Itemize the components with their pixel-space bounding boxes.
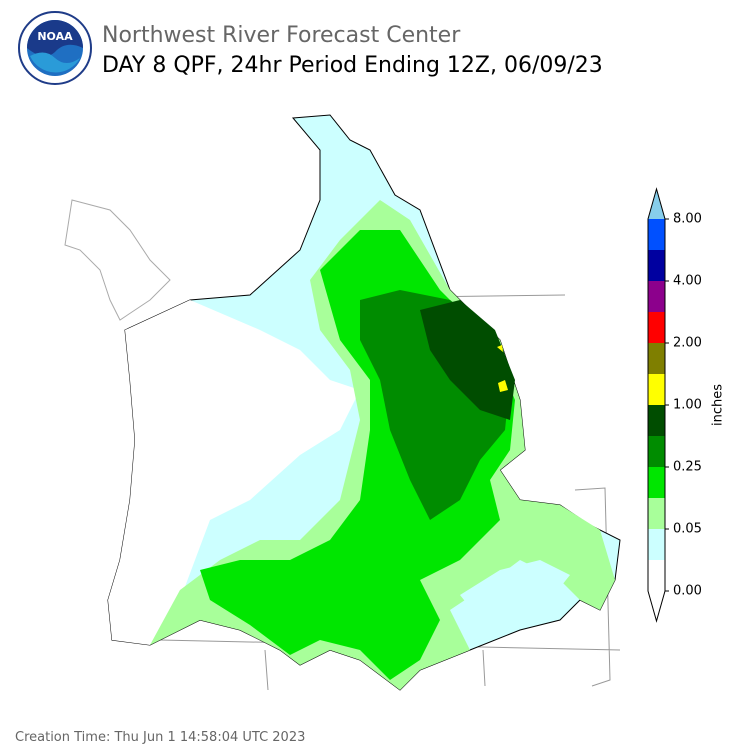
colorbar-tick-label: 1.00 (673, 398, 702, 413)
colorbar-bin (648, 281, 665, 312)
dry-area (108, 300, 360, 645)
colorbar-bin (648, 498, 665, 529)
colorbar-over (648, 189, 665, 219)
colorbar-bin (648, 467, 665, 498)
coastline-bc (64, 199, 171, 321)
darkest-green-area (420, 300, 515, 420)
colorbar: 0.00 0.05 0.25 1.00 2.00 4.00 8.00 (647, 187, 702, 623)
colorbar-bin (648, 374, 665, 405)
colorbar-bin (648, 405, 665, 436)
cyan-area-south (460, 560, 570, 620)
noaa-logo: NOAA (18, 11, 92, 85)
title: Northwest River Forecast Center (102, 23, 461, 48)
colorbar-tick-label: 0.00 (673, 584, 702, 599)
colorbar-tick-label: 0.05 (673, 522, 702, 537)
colorbar-bin (648, 529, 665, 560)
colorbar-bin (648, 436, 665, 467)
colorbar-under (648, 591, 665, 621)
subtitle: DAY 8 QPF, 24hr Period Ending 12Z, 06/09… (102, 53, 603, 78)
colorbar-bin (648, 219, 665, 250)
logo-text: NOAA (37, 30, 73, 43)
colorbar-tick-label: 8.00 (673, 212, 702, 227)
colorbar-tick-label: 2.00 (673, 336, 702, 351)
colorbar-bin (648, 560, 665, 591)
colorbar-bin (648, 343, 665, 374)
yellow-spots (497, 345, 508, 392)
colorbar-label: inches (711, 384, 726, 426)
creation-time: Creation Time: Thu Jun 1 14:58:04 UTC 20… (15, 730, 305, 745)
colorbar-tick-label: 0.25 (673, 460, 702, 475)
colorbar-bin (648, 312, 665, 343)
map (64, 114, 621, 691)
colorbar-tick-label: 4.00 (673, 274, 702, 289)
colorbar-bin (648, 250, 665, 281)
